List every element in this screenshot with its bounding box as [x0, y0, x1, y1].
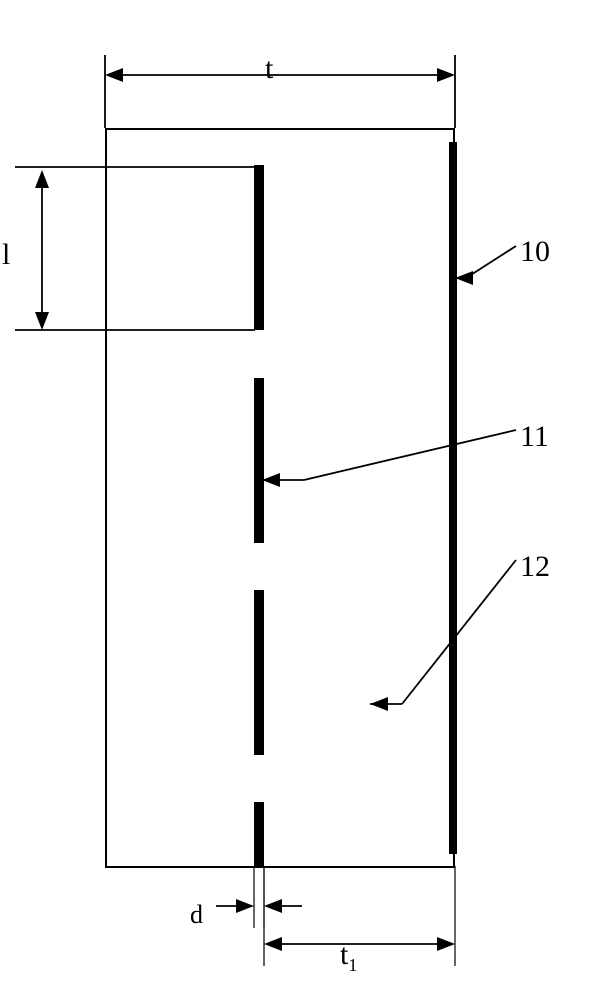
dimension-label-t1: t1 [340, 938, 357, 976]
center-segment-0 [254, 165, 264, 330]
right-edge-thick [449, 142, 457, 854]
callout-label-10: 10 [520, 235, 550, 269]
dimension-label-d: d [190, 900, 203, 930]
dimension-label-t: t [265, 52, 273, 86]
main-rectangle [105, 128, 455, 868]
dimension-label-l: l [2, 238, 10, 272]
callout-label-11: 11 [520, 420, 549, 454]
callout-label-12: 12 [520, 550, 550, 584]
center-segment-3 [254, 802, 264, 867]
dimension-label-t1-sub: 1 [348, 955, 357, 975]
center-segment-2 [254, 590, 264, 755]
center-segment-1 [254, 378, 264, 543]
